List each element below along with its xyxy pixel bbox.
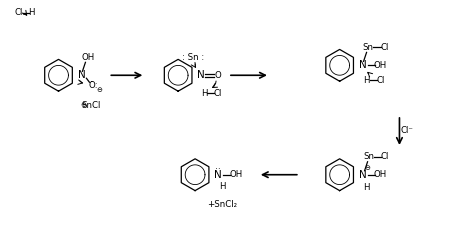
Text: N: N: [214, 170, 222, 180]
Text: H: H: [363, 76, 370, 85]
Text: N: N: [197, 70, 205, 80]
Text: H: H: [219, 182, 225, 191]
Text: Cl: Cl: [14, 8, 23, 17]
Text: OH: OH: [230, 170, 243, 179]
Text: ⊖: ⊖: [96, 87, 102, 93]
Text: ․․: ․․: [215, 162, 221, 171]
Text: H: H: [201, 89, 207, 98]
Text: H: H: [28, 8, 35, 17]
Text: Sn: Sn: [363, 152, 374, 161]
Text: OH: OH: [374, 170, 387, 179]
Text: Cl: Cl: [380, 152, 389, 161]
Text: N: N: [359, 60, 366, 70]
Text: Cl: Cl: [380, 43, 389, 52]
Text: SnCl: SnCl: [82, 101, 101, 110]
Text: ⊕: ⊕: [81, 102, 86, 108]
Text: Cl⁻: Cl⁻: [400, 126, 413, 135]
Text: Cl: Cl: [214, 89, 222, 98]
Text: N: N: [359, 170, 366, 180]
Text: ⊖: ⊖: [364, 165, 370, 171]
Text: N: N: [77, 70, 86, 80]
Text: OH: OH: [374, 61, 387, 70]
Text: OH: OH: [82, 53, 95, 62]
Text: Sn: Sn: [362, 43, 373, 52]
Text: +SnCl₂: +SnCl₂: [207, 200, 237, 209]
Text: Ö:: Ö:: [89, 81, 98, 90]
Text: O: O: [215, 71, 221, 80]
Text: Cl: Cl: [376, 76, 385, 85]
Text: : Sn :: : Sn :: [182, 53, 204, 62]
Text: H: H: [363, 183, 370, 192]
